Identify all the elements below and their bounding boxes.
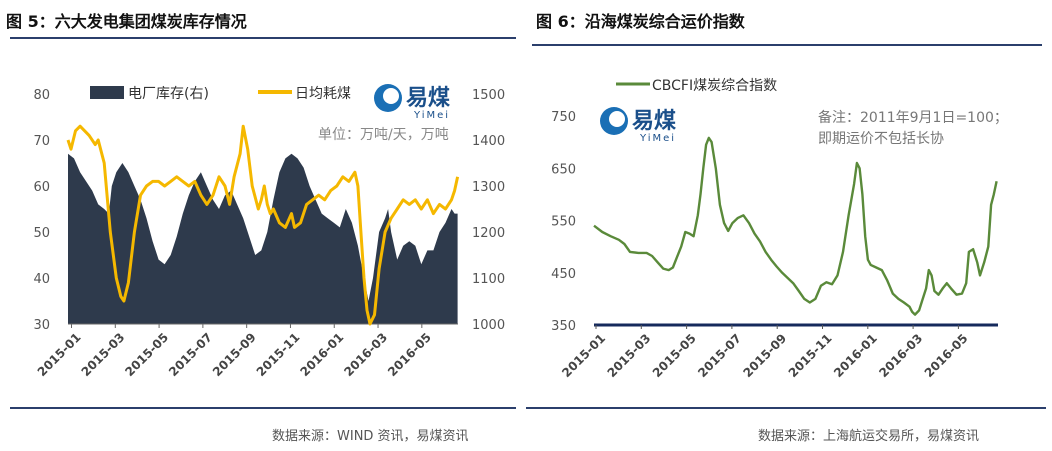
x-tick-label: 2016-03	[341, 330, 390, 379]
y-tick-label: 750	[551, 110, 576, 125]
figure-5-panel: 图 5：六大发电集团煤炭库存情况 30 40 50 60 70 80 1000 1100 120…	[6, 12, 516, 444]
figure-5-bottom-rule	[10, 407, 516, 409]
y-tick-label: 450	[551, 267, 576, 282]
figure-6-chart: 3504505506507502015-012015-032015-052015…	[551, 78, 1008, 380]
figure-5-top-rule	[10, 37, 516, 39]
x-tick-label: 2015-07	[695, 331, 744, 380]
series-cbcfi-line	[593, 136, 998, 316]
y-left-tick-label: 30	[33, 318, 50, 333]
unit-note: 单位：万吨/天，万吨	[318, 127, 449, 143]
x-tick-label: 2015-05	[650, 331, 699, 380]
y-left-tick-label: 60	[33, 180, 50, 195]
y-tick-label: 550	[551, 215, 576, 230]
x-tick-label: 2016-05	[385, 330, 434, 379]
x-tick-label: 2016-03	[876, 331, 925, 380]
series-daily-line	[66, 124, 460, 326]
figure-6-logo-text: 易煤	[632, 108, 676, 134]
figure-6-bottom-rule	[526, 407, 1046, 409]
legend-stock-swatch	[90, 86, 124, 99]
x-tick-label: 2016-01	[298, 330, 347, 379]
figure-5-logo-text: 易煤	[406, 85, 450, 111]
legend-cbcfi-label: CBCFI煤炭综合指数	[652, 78, 777, 94]
x-tick-label: 2016-01	[831, 331, 880, 380]
x-tick-label: 2015-11	[254, 330, 303, 379]
x-tick-label: 2015-03	[605, 331, 654, 380]
figure-5-source: 数据来源：WIND 资讯，易煤资讯	[272, 429, 469, 444]
y-left-tick-label: 40	[33, 272, 50, 287]
figure-6-title: 图 6：沿海煤炭综合运价指数	[536, 12, 745, 31]
x-tick-label: 2015-01	[559, 331, 608, 380]
legend-daily-label: 日均耗煤	[295, 86, 351, 102]
figure-5-logo-sub: YiMei	[413, 110, 450, 121]
legend-stock-label: 电厂库存(右)	[128, 86, 209, 102]
figure-6-source: 数据来源：上海航运交易所，易煤资讯	[758, 429, 980, 444]
x-tick-label: 2015-07	[166, 330, 215, 379]
x-tick-label: 2015-09	[740, 331, 789, 380]
series-stock-area	[68, 153, 458, 324]
y-right-tick-label: 1200	[472, 226, 505, 241]
x-tick-label: 2015-11	[786, 331, 835, 380]
x-tick-label: 2015-09	[210, 330, 259, 379]
x-tick-label: 2015-05	[122, 330, 171, 379]
y-tick-label: 650	[551, 162, 576, 177]
y-right-tick-label: 1100	[472, 272, 505, 287]
figure-6-top-rule	[532, 44, 1042, 46]
note-line-2: 即期运价不包括长协	[818, 131, 944, 147]
figure-6-logo-mark-inner	[609, 111, 625, 127]
figure-5-logo-mark-inner	[383, 88, 399, 104]
x-tick-label: 2015-01	[35, 330, 84, 379]
y-left-tick-label: 50	[33, 226, 50, 241]
figure-5-title: 图 5：六大发电集团煤炭库存情况	[6, 12, 247, 31]
y-left-tick-label: 80	[33, 88, 50, 103]
y-tick-label: 350	[551, 319, 576, 334]
x-tick-label: 2016-05	[922, 331, 971, 380]
y-left-tick-label: 70	[33, 134, 50, 149]
y-right-tick-label: 1300	[472, 180, 505, 195]
y-right-tick-label: 1500	[472, 88, 505, 103]
figure-5-chart: 30 40 50 60 70 80 1000 1100 1200 1300 1400 1500 2015…	[33, 84, 505, 379]
note-line-1: 备注：2011年9月1日=100；	[818, 109, 1008, 126]
x-tick-label: 2015-03	[79, 330, 128, 379]
y-right-tick-label: 1000	[472, 318, 505, 333]
figure-6-logo-sub: YiMei	[639, 133, 676, 144]
figure-6-panel: 图 6：沿海煤炭综合运价指数 350 450 550 650 750 2015-01 201…	[526, 0, 1052, 451]
y-right-tick-label: 1400	[472, 134, 505, 149]
